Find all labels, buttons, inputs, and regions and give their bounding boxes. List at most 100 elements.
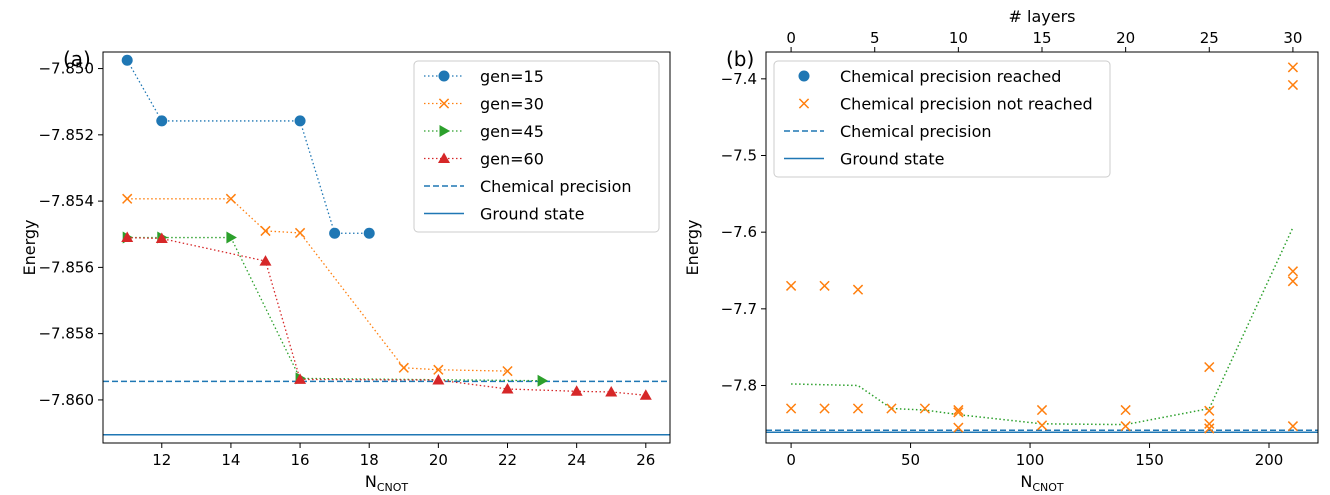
x-tick-label: 20 xyxy=(429,451,448,469)
data-point xyxy=(259,255,272,266)
legend: Chemical precision reached Chemical preci… xyxy=(773,60,1111,178)
panel-label: (b) xyxy=(726,47,754,71)
data-point xyxy=(1036,420,1048,431)
data-point xyxy=(570,385,583,396)
series-gen-30 xyxy=(122,193,513,377)
data-point xyxy=(1287,79,1299,91)
data-point xyxy=(1204,361,1215,373)
y-tick-label: −7.858 xyxy=(38,325,94,343)
data-point xyxy=(953,422,964,433)
y-tick-label: −7.854 xyxy=(38,192,94,210)
series-line xyxy=(127,236,543,382)
data-point xyxy=(226,231,237,244)
data-point xyxy=(121,231,134,243)
data-point xyxy=(121,54,133,66)
x-tick-label: 24 xyxy=(567,451,586,469)
plot-frame xyxy=(102,51,671,444)
legend: gen=15 gen=30 gen=45 gen=60 Chemical precisi… xyxy=(413,60,660,233)
x-tick-label: 26 xyxy=(636,451,655,469)
legend-label: Chemical precision xyxy=(840,122,992,141)
y-tick-label: −7.5 xyxy=(721,147,757,165)
legend-marker xyxy=(438,152,450,163)
y-tick-label: −7.6 xyxy=(721,223,757,241)
legend-entry: gen=45 xyxy=(424,122,544,141)
data-point xyxy=(1287,62,1299,73)
top-x-tick-label: 0 xyxy=(786,29,796,47)
data-point xyxy=(605,385,618,397)
x-tick-label: 200 xyxy=(1255,451,1284,469)
legend-entry: gen=60 xyxy=(424,150,544,169)
data-point xyxy=(329,227,341,239)
data-point xyxy=(155,232,168,244)
series-chemical-precision-not-reached xyxy=(785,62,1299,434)
x-axis-label-main: N xyxy=(365,472,377,491)
data-point xyxy=(886,403,897,414)
y-axis-label: Energy xyxy=(20,219,39,275)
legend-frame xyxy=(413,60,660,233)
data-point xyxy=(852,403,864,414)
x-tick-label: 18 xyxy=(360,451,379,469)
x-tick-label: 0 xyxy=(786,451,796,469)
data-point xyxy=(1204,423,1215,434)
data-point xyxy=(1287,276,1299,287)
top-x-tick-label: 15 xyxy=(1032,29,1051,47)
data-point xyxy=(953,407,964,418)
data-point xyxy=(501,382,514,394)
x-axis-label-sub: CNOT xyxy=(1032,481,1064,494)
data-point xyxy=(294,115,306,127)
data-point xyxy=(156,115,168,127)
x-axis-label-sub: CNOT xyxy=(377,481,409,494)
y-tick-label: −7.856 xyxy=(38,258,94,276)
x-tick-label: 50 xyxy=(901,451,920,469)
legend-label: gen=30 xyxy=(480,95,544,114)
top-x-tick-label: 25 xyxy=(1200,29,1219,47)
top-x-tick-label: 30 xyxy=(1283,29,1302,47)
y-tick-label: −7.8 xyxy=(721,377,757,395)
data-point xyxy=(260,225,271,237)
data-point xyxy=(1287,266,1299,277)
y-tick-label: −7.7 xyxy=(721,300,757,318)
data-point xyxy=(363,227,375,239)
legend-label: Chemical precision reached xyxy=(840,67,1061,86)
y-tick-label: −7.850 xyxy=(38,60,94,78)
legend-entry: gen=15 xyxy=(424,67,544,86)
data-point xyxy=(432,374,445,385)
legend-marker xyxy=(438,70,450,82)
legend-marker xyxy=(798,70,810,82)
legend-entry: Ground state xyxy=(424,205,584,224)
legend-entry: Chemical precision reached xyxy=(798,67,1061,86)
data-point xyxy=(1204,405,1215,416)
panel-label: (a) xyxy=(63,47,91,71)
legend-entry: Chemical precision xyxy=(424,177,632,196)
legend-marker xyxy=(798,98,810,109)
y-tick-label: −7.852 xyxy=(38,126,94,144)
legend-entry: gen=30 xyxy=(424,95,544,114)
data-point xyxy=(819,280,830,291)
x-tick-label: 100 xyxy=(1016,451,1045,469)
data-point xyxy=(1120,421,1131,432)
data-point xyxy=(537,374,549,387)
x-tick-label: 22 xyxy=(498,451,517,469)
top-x-tick-label: 20 xyxy=(1116,29,1135,47)
data-point xyxy=(1204,418,1215,429)
legend-frame xyxy=(773,60,1111,178)
top-x-axis-label: # layers xyxy=(1009,7,1076,26)
series-gen-15 xyxy=(121,54,375,239)
legend-label: gen=45 xyxy=(480,122,544,141)
data-point xyxy=(1287,421,1299,432)
x-axis-label: NCNOT xyxy=(365,472,409,494)
legend-marker xyxy=(439,125,450,137)
legend-entry: Chemical precision xyxy=(784,122,992,141)
data-point xyxy=(294,373,307,384)
data-point xyxy=(819,403,830,414)
trend-line xyxy=(791,227,1294,426)
data-point xyxy=(785,280,797,291)
x-axis-label-main: N xyxy=(1020,472,1032,491)
legend-label: Chemical precision not reached xyxy=(840,95,1093,114)
top-x-tick-label: 5 xyxy=(870,29,880,47)
x-tick-label: 16 xyxy=(291,451,310,469)
legend-marker xyxy=(438,98,450,109)
data-point xyxy=(953,404,964,416)
series-line xyxy=(126,59,370,234)
